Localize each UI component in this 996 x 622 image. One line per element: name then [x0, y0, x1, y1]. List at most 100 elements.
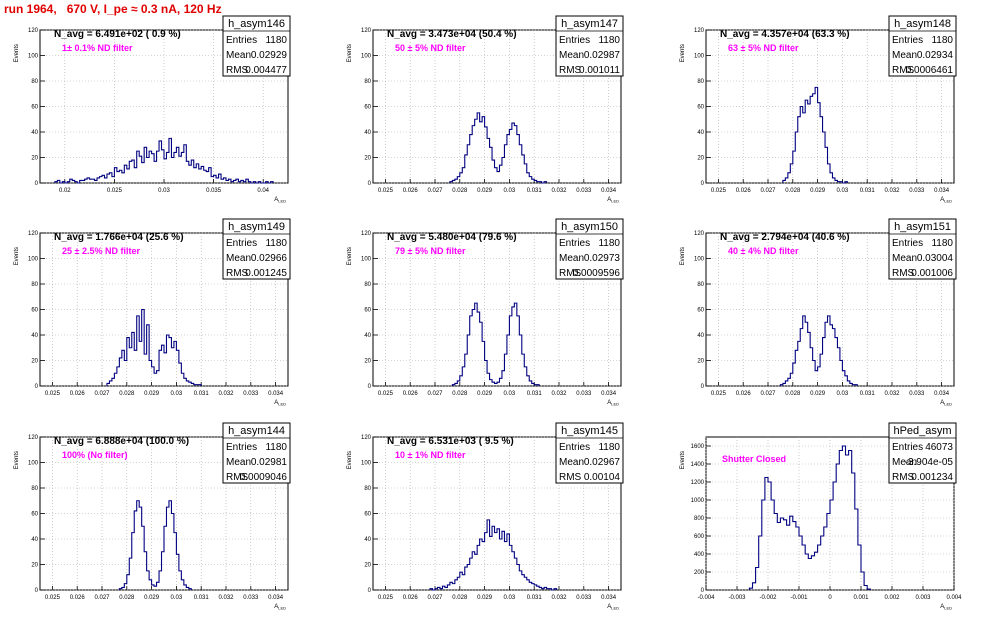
histogram-line: [451, 302, 540, 386]
y-tick-label: 80: [31, 282, 38, 288]
x-tick-label: 0.034: [601, 595, 617, 601]
x-tick-label: 0.025: [711, 391, 727, 397]
stats-value: 46073: [925, 442, 953, 453]
y-tick-label: 80: [697, 79, 704, 85]
y-axis-label: Events: [347, 247, 353, 265]
x-tick-label: 0.028: [452, 595, 468, 601]
stats-value: 0.0006461: [906, 65, 954, 76]
x-tick-label: 0.028: [119, 595, 135, 601]
filter-label: 79 ± 5% ND filter: [395, 246, 466, 256]
x-axis-label: ALED: [607, 197, 619, 204]
x-tick-label: 0.028: [785, 188, 801, 194]
stats-label: RMS: [892, 65, 915, 76]
x-axis-label: ALED: [940, 197, 952, 204]
stats-value: -3.904e-05: [905, 457, 954, 468]
y-tick-label: 100: [28, 257, 39, 263]
x-tick-label: 0.025: [711, 188, 727, 194]
x-tick-label: 0.04: [257, 188, 269, 194]
stats-value: 0.0009596: [573, 268, 621, 279]
y-axis-label: Events: [347, 451, 353, 469]
x-tick-label: 0.032: [551, 391, 567, 397]
stats-box: [222, 422, 291, 484]
stats-label: RMS: [892, 472, 915, 483]
x-tick-label: 0.03: [504, 391, 516, 397]
y-tick-label: 120: [694, 28, 705, 34]
y-tick-label: 1600: [691, 444, 705, 450]
y-tick-label: 60: [31, 308, 38, 314]
x-tick-label: 0: [828, 595, 832, 601]
x-axis-label: ALED: [940, 604, 952, 611]
x-tick-label: 0.034: [601, 188, 617, 194]
stats-value: 0.02973: [584, 253, 621, 264]
y-tick-label: 100: [694, 257, 705, 263]
x-tick-label: 0.027: [94, 595, 110, 601]
y-tick-label: 200: [694, 570, 705, 576]
panel-h_asym147: 0.025 0.026 0.027 0.028 0.029 0.03 0.031 0.032 0…: [347, 15, 624, 204]
stats-value: 1180: [265, 238, 287, 249]
x-tick-label: 0.027: [427, 188, 443, 194]
y-tick-label: 100: [361, 461, 372, 467]
y-tick-label: 80: [364, 282, 371, 288]
panel-h_asym151: 0.025 0.026 0.027 0.028 0.029 0.03 0.031 0.032 0…: [680, 218, 957, 407]
histogram-name: h_asym150: [561, 221, 618, 233]
histogram-name: h_asym148: [894, 18, 951, 30]
x-axis-label: ALED: [274, 604, 286, 611]
stats-value: 1180: [931, 35, 953, 46]
y-tick-label: 20: [364, 156, 371, 162]
y-tick-label: 80: [364, 486, 371, 492]
stats-box: [555, 15, 624, 77]
x-tick-label: 0.033: [243, 595, 259, 601]
y-tick-label: 20: [697, 359, 704, 365]
stats-label: Mean: [226, 50, 251, 61]
x-tick-label: 0.031: [527, 391, 543, 397]
stats-box: [888, 15, 957, 77]
histogram-line: [118, 500, 192, 590]
x-tick-label: 0.025: [378, 391, 394, 397]
x-tick-label: 0.025: [378, 188, 394, 194]
n-avg-label: N_avg = 1.766e+04 (25.6 %): [54, 232, 184, 243]
y-tick-label: 100: [361, 54, 372, 60]
stats-value: 0.02967: [584, 457, 621, 468]
y-tick-label: 0: [368, 588, 372, 594]
histogram-line: [779, 315, 858, 386]
x-tick-label: 0.004: [946, 595, 962, 601]
y-tick-label: 60: [31, 105, 38, 111]
y-tick-label: 60: [364, 105, 371, 111]
y-axis-label: Events: [14, 247, 20, 265]
y-tick-label: 1400: [691, 462, 705, 468]
stats-box: [555, 218, 624, 280]
x-tick-label: 0.03: [837, 391, 849, 397]
y-tick-label: 40: [364, 130, 371, 136]
panel-h_asym150: 0.025 0.026 0.027 0.028 0.029 0.03 0.031 0.032 0…: [347, 218, 624, 407]
x-tick-label: 0.031: [527, 188, 543, 194]
stats-value: 0.001234: [911, 472, 953, 483]
y-tick-label: 100: [28, 54, 39, 60]
panel-h_asym146: 0.02 0.025 0.03 0.035 0.04 0 20 40 60 80 100 120 Eve…: [14, 15, 291, 204]
x-tick-label: -0.003: [728, 595, 746, 601]
x-tick-label: 0.032: [218, 595, 234, 601]
y-tick-label: 0: [701, 588, 705, 594]
stats-label: RMS: [559, 472, 582, 483]
x-tick-label: 0.029: [477, 595, 493, 601]
x-tick-label: -0.002: [759, 595, 777, 601]
stats-value: 0.02929: [251, 50, 288, 61]
stats-value: 0.02987: [584, 50, 621, 61]
x-tick-label: 0.033: [909, 391, 925, 397]
x-tick-label: 0.026: [70, 595, 86, 601]
histogram-line: [748, 445, 871, 590]
stats-value: 0.00104: [584, 472, 621, 483]
x-tick-label: 0.026: [70, 391, 86, 397]
y-tick-label: 40: [31, 537, 38, 543]
x-tick-label: 0.028: [452, 188, 468, 194]
y-tick-label: 400: [694, 552, 705, 558]
n-avg-label: N_avg = 6.531e+03 ( 9.5 %): [387, 436, 514, 447]
y-tick-label: 0: [368, 181, 372, 187]
x-tick-label: 0.028: [452, 391, 468, 397]
y-tick-label: 100: [361, 257, 372, 263]
y-tick-label: 0: [35, 384, 39, 390]
x-tick-label: 0.034: [934, 188, 950, 194]
n-avg-label: N_avg = 6.491e+02 ( 0.9 %): [54, 29, 181, 40]
x-tick-label: 0.03: [504, 188, 516, 194]
y-axis-label: Events: [347, 44, 353, 62]
stats-value: 0.03004: [917, 253, 954, 264]
